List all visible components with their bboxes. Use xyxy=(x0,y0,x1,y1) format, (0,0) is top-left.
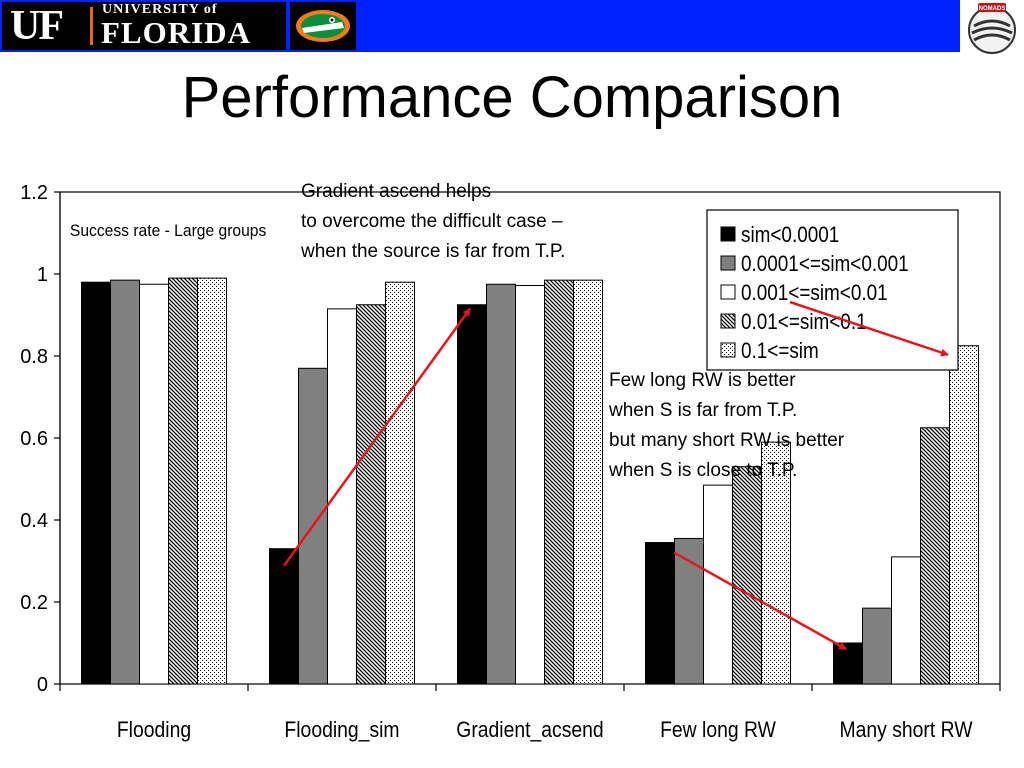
bar xyxy=(573,279,603,685)
bar xyxy=(949,345,979,685)
bar xyxy=(920,427,950,685)
bar xyxy=(674,537,704,685)
x-tick-label: Many short RW xyxy=(839,718,972,742)
legend-label: sim<0.0001 xyxy=(741,223,839,248)
x-tick-label: Flooding_sim xyxy=(284,718,399,742)
gradient-annotation-line: Gradient ascend helps xyxy=(301,181,492,202)
bar xyxy=(356,304,386,685)
uf-logo: UF UNIVERSITY of FLORIDA xyxy=(2,2,286,50)
gradient-annotation-line: when the source is far from T.P. xyxy=(301,241,566,262)
x-tick-label: Few long RW xyxy=(660,718,776,742)
y-tick-label: 0.2 xyxy=(20,592,48,614)
legend-swatch xyxy=(720,313,736,329)
uf-logo-separator xyxy=(90,7,93,45)
bar xyxy=(486,283,516,685)
bar xyxy=(833,642,863,685)
gradient-annotation: Gradient ascend helps to overcome the di… xyxy=(301,177,565,267)
bar xyxy=(168,277,198,685)
legend-label: 0.0001<=sim<0.001 xyxy=(741,252,909,277)
legend-swatch xyxy=(720,226,736,242)
nomads-label: NOMADS xyxy=(979,6,1006,12)
bar xyxy=(327,308,357,685)
x-tick-label: Gradient_acsend xyxy=(456,718,603,742)
y-tick-label: 0.8 xyxy=(20,346,48,368)
y-tick-label: 1.2 xyxy=(20,182,48,204)
bar xyxy=(197,277,227,685)
legend-label: 0.01<=sim<0.1 xyxy=(741,310,867,335)
y-tick-label: 1 xyxy=(37,264,48,286)
rw-annotation-line: but many short RW is better xyxy=(609,430,845,451)
bar xyxy=(891,556,921,685)
x-tick-label: Flooding xyxy=(117,718,191,742)
bar xyxy=(139,283,169,685)
rw-annotation-line: Few long RW is better xyxy=(609,370,796,391)
y-tick-label: 0.6 xyxy=(20,428,48,450)
bar xyxy=(862,607,892,685)
gator-logo xyxy=(290,2,356,50)
legend-swatch xyxy=(720,342,736,358)
nomads-logo: NOMADS xyxy=(966,2,1018,54)
legend-swatch xyxy=(720,255,736,271)
bar xyxy=(385,281,415,685)
rw-annotation-line: when S is close to T.P. xyxy=(609,460,798,481)
bar xyxy=(81,281,111,685)
chart-title: Success rate - Large groups xyxy=(70,221,266,240)
arrow-flooding-to-gradient xyxy=(282,307,472,567)
uf-florida-text: FLORIDA xyxy=(101,15,251,50)
legend-label: 0.1<=sim xyxy=(741,339,819,364)
uf-university-text: UNIVERSITY of xyxy=(102,2,218,17)
bar xyxy=(732,466,762,685)
legend-swatch xyxy=(720,284,736,300)
arrow-few-long-to-many-short xyxy=(673,551,847,651)
rw-annotation-line: when S is far from T.P. xyxy=(609,400,798,421)
bar xyxy=(761,441,791,685)
rw-annotation: Few long RW is better when S is far from… xyxy=(609,366,844,486)
bar xyxy=(269,548,299,685)
bar xyxy=(544,279,574,685)
legend-label: 0.001<=sim<0.01 xyxy=(741,281,888,306)
arrow-rw-dotted xyxy=(789,300,949,357)
uf-mark: UF xyxy=(10,3,64,49)
y-tick-label: 0.4 xyxy=(20,510,48,532)
bar xyxy=(703,484,733,685)
bar xyxy=(645,542,675,685)
bar xyxy=(515,284,545,685)
gradient-annotation-line: to overcome the difficult case – xyxy=(301,211,563,232)
bar-chart: 0 0.2 0.4 0.6 0.8 1 1.2 Flooding Flooding_sim Gra… xyxy=(20,182,1001,742)
y-tick-label: 0 xyxy=(37,674,48,696)
page-title: Performance Comparison xyxy=(181,65,843,130)
bar xyxy=(110,279,140,685)
bar xyxy=(457,304,487,685)
